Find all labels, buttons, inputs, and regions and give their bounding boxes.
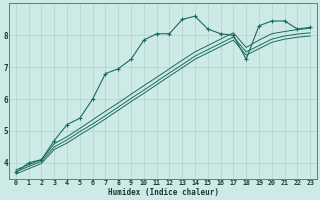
- X-axis label: Humidex (Indice chaleur): Humidex (Indice chaleur): [108, 188, 219, 197]
